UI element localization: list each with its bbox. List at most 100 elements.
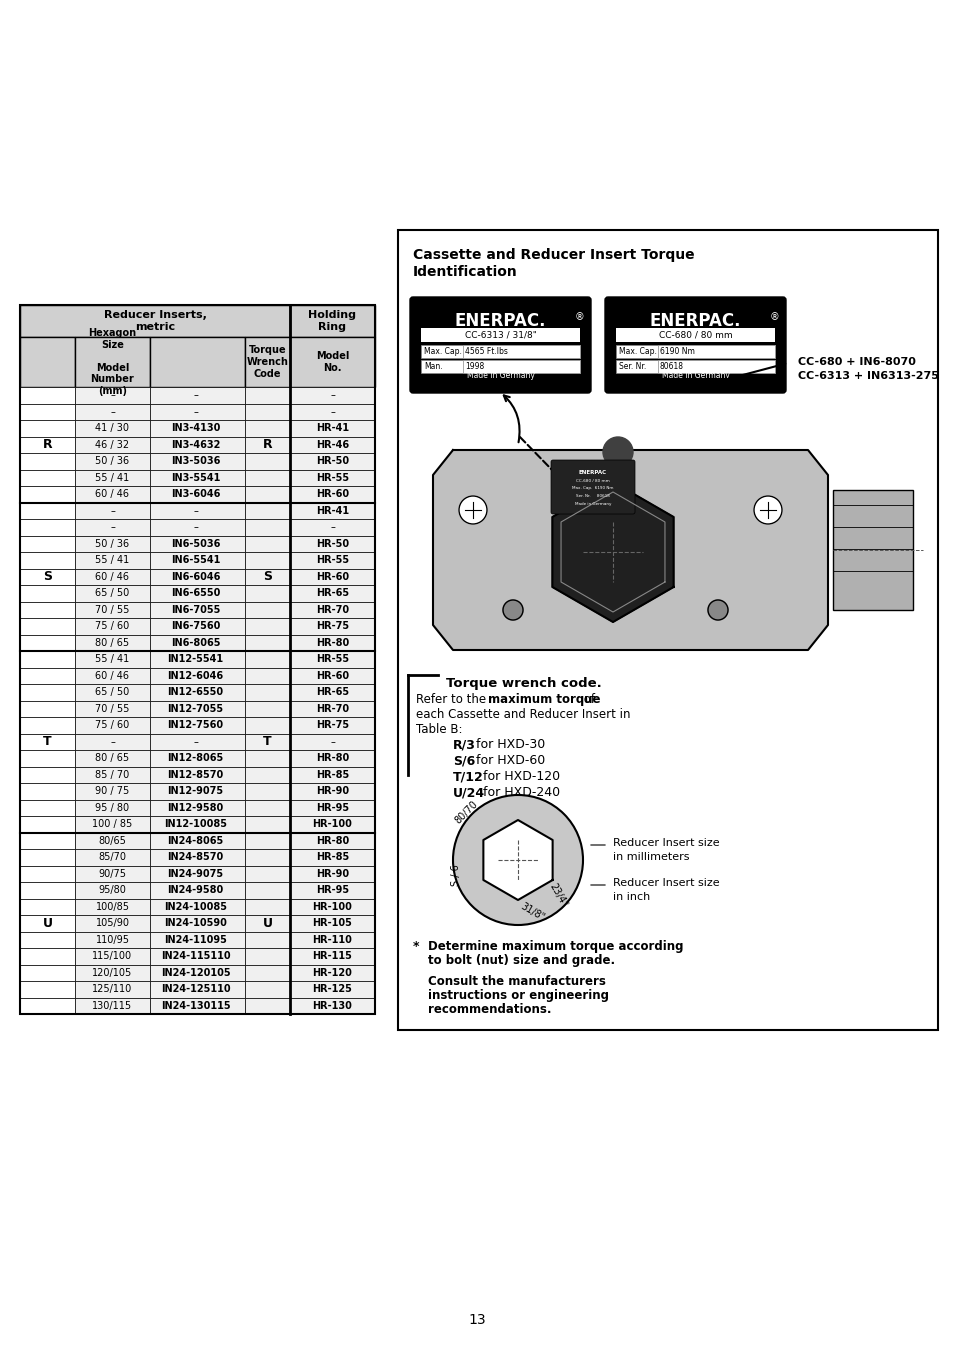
Bar <box>20 799 75 817</box>
Text: ®: ® <box>769 312 779 322</box>
Bar <box>20 585 75 602</box>
Bar <box>20 485 75 503</box>
Bar <box>290 568 375 585</box>
Text: CC-680 + IN6-8070: CC-680 + IN6-8070 <box>797 357 915 366</box>
Text: Reducer Insert size: Reducer Insert size <box>613 838 719 848</box>
Text: IN24-10085: IN24-10085 <box>164 902 227 911</box>
Text: HR-100: HR-100 <box>313 902 352 911</box>
Bar <box>245 717 290 734</box>
Bar <box>75 932 150 948</box>
Polygon shape <box>483 821 552 900</box>
Bar <box>245 882 290 899</box>
Bar <box>290 982 375 998</box>
Text: 80/65: 80/65 <box>98 836 127 846</box>
Text: Made in Germany: Made in Germany <box>660 370 729 380</box>
Bar <box>20 652 75 668</box>
Text: U: U <box>262 917 273 930</box>
Text: IN6-8065: IN6-8065 <box>171 638 220 648</box>
Text: 95/80: 95/80 <box>98 886 127 895</box>
Text: 50 / 36: 50 / 36 <box>95 456 130 466</box>
Bar <box>150 717 245 734</box>
Text: HR-46: HR-46 <box>315 439 349 450</box>
Bar <box>20 453 75 469</box>
Bar <box>245 420 290 437</box>
Text: in inch: in inch <box>613 892 650 902</box>
Bar <box>75 865 150 882</box>
Bar <box>245 684 290 700</box>
Text: CC-680 / 80 mm: CC-680 / 80 mm <box>658 330 732 339</box>
Bar <box>150 783 245 799</box>
Bar <box>245 998 290 1014</box>
Bar <box>658 360 774 373</box>
Text: T/12: T/12 <box>453 771 483 783</box>
Bar <box>75 618 150 634</box>
Bar <box>150 849 245 865</box>
Bar <box>245 652 290 668</box>
Text: HR-80: HR-80 <box>315 836 349 846</box>
Bar <box>150 503 245 519</box>
FancyBboxPatch shape <box>551 460 635 514</box>
Bar <box>150 750 245 767</box>
Bar <box>290 817 375 833</box>
Text: 60 / 46: 60 / 46 <box>95 671 130 681</box>
Bar <box>290 437 375 453</box>
Text: 80618: 80618 <box>659 362 683 370</box>
Bar <box>150 932 245 948</box>
Text: HR-75: HR-75 <box>315 622 349 631</box>
Bar <box>245 618 290 634</box>
Text: HR-85: HR-85 <box>315 769 349 780</box>
Bar <box>75 964 150 982</box>
Bar <box>290 552 375 568</box>
Text: HR-95: HR-95 <box>315 803 349 813</box>
Text: maximum torque: maximum torque <box>488 694 599 706</box>
Text: IN12-9075: IN12-9075 <box>168 787 223 796</box>
Text: 80/70: 80/70 <box>452 799 479 825</box>
Text: IN6-6046: IN6-6046 <box>171 572 220 581</box>
Bar <box>245 982 290 998</box>
Bar <box>75 799 150 817</box>
Text: –: – <box>110 391 114 400</box>
Bar <box>290 750 375 767</box>
Text: HR-41: HR-41 <box>315 506 349 515</box>
Bar <box>150 882 245 899</box>
Text: CC-6313 / 31/8": CC-6313 / 31/8" <box>464 330 536 339</box>
Text: R: R <box>43 438 52 452</box>
Text: ENERPAC: ENERPAC <box>578 470 606 475</box>
Text: IN3-4632: IN3-4632 <box>171 439 220 450</box>
Bar <box>20 403 75 420</box>
Text: R/3: R/3 <box>453 738 476 750</box>
Bar <box>20 717 75 734</box>
Text: HR-65: HR-65 <box>315 588 349 598</box>
Text: 125/110: 125/110 <box>92 984 132 994</box>
Bar <box>20 306 290 337</box>
Text: –: – <box>193 391 197 400</box>
Bar <box>290 833 375 849</box>
Bar <box>20 915 75 932</box>
Bar <box>245 634 290 652</box>
Bar <box>150 420 245 437</box>
Circle shape <box>453 795 582 925</box>
Text: Made in Germany: Made in Germany <box>466 370 534 380</box>
Bar <box>420 345 579 358</box>
Bar <box>20 998 75 1014</box>
Text: CC-680 / 80 mm: CC-680 / 80 mm <box>576 479 609 483</box>
Text: HR-60: HR-60 <box>315 671 349 681</box>
Bar <box>245 437 290 453</box>
Text: IN6-6550: IN6-6550 <box>171 588 220 598</box>
Text: IN12-6046: IN12-6046 <box>168 671 223 681</box>
Bar <box>245 964 290 982</box>
Text: 65 / 50: 65 / 50 <box>95 687 130 698</box>
Bar <box>20 982 75 998</box>
Bar <box>75 485 150 503</box>
Text: 75 / 60: 75 / 60 <box>95 622 130 631</box>
Bar <box>75 948 150 964</box>
Text: Cassette and Reducer Insert Torque
Identification: Cassette and Reducer Insert Torque Ident… <box>413 247 694 280</box>
Bar <box>245 453 290 469</box>
FancyBboxPatch shape <box>604 297 785 393</box>
Text: Reducer Insert size: Reducer Insert size <box>613 877 719 888</box>
Bar <box>150 403 245 420</box>
Text: HR-80: HR-80 <box>315 638 349 648</box>
Text: IN24-130115: IN24-130115 <box>160 1000 230 1011</box>
Bar <box>290 634 375 652</box>
Text: 55 / 41: 55 / 41 <box>95 654 130 664</box>
